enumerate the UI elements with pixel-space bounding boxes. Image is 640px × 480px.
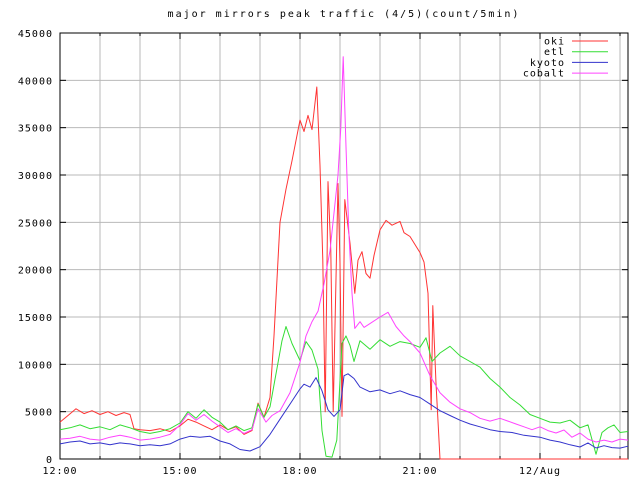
plot-border: [59, 32, 629, 460]
x-axis-label: 21:00: [402, 466, 437, 477]
x-axis-label: 18:00: [282, 466, 317, 477]
legend-label-etl: etl: [544, 47, 565, 58]
y-axis-label: 40000: [18, 76, 53, 87]
y-axis-label: 20000: [18, 266, 53, 277]
y-axis-label: 10000: [18, 360, 53, 371]
x-axis-label: 15:00: [162, 466, 197, 477]
y-axis-label: 35000: [18, 124, 53, 135]
y-axis-label: 30000: [18, 171, 53, 182]
y-axis-label: 25000: [18, 218, 53, 229]
series-lines: [59, 56, 629, 460]
y-axis-label: 5000: [25, 408, 53, 419]
series-line-cobalt: [59, 56, 629, 443]
legend-label-oki: oki: [544, 37, 565, 48]
x-axis-label: 12:00: [42, 466, 77, 477]
plot-frame: [59, 32, 629, 460]
y-axis-label: 15000: [18, 313, 53, 324]
series-line-etl: [59, 326, 629, 458]
series-line-kyoto: [59, 373, 629, 452]
axis-ticks: [59, 32, 628, 460]
legend-label-cobalt: cobalt: [523, 69, 565, 80]
axis-tick-labels: 0 5000 10000 15000 20000 25000 30000 35000 40000…: [18, 29, 561, 477]
chart-title: major mirrors peak traffic (4/5)(count/5…: [168, 9, 521, 20]
series-line-oki: [59, 86, 628, 460]
x-axis-label: 12/Aug: [519, 466, 561, 477]
y-axis-label: 0: [46, 455, 53, 466]
y-axis-label: 45000: [18, 29, 53, 40]
legend-label-kyoto: kyoto: [530, 58, 565, 69]
